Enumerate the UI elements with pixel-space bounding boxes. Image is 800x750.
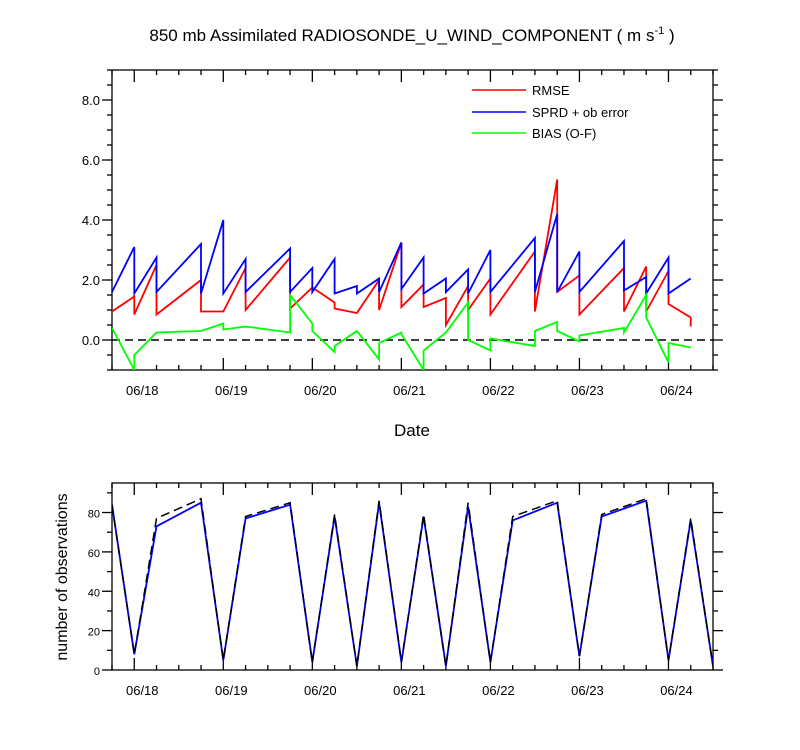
- title-main: 850 mb Assimilated RADIOSONDE_U_WIND_COM…: [149, 26, 654, 45]
- bottom-series-observations: [112, 499, 713, 667]
- title-superscript: -1: [654, 25, 664, 37]
- top-xtick-label: 06/24: [660, 383, 693, 398]
- bottom-series-total: [112, 497, 713, 667]
- bottom-ytick-label: 0: [94, 666, 100, 678]
- bottom-ytick-label: 60: [88, 548, 100, 560]
- legend-sprd-label: SPRD + ob error: [532, 105, 629, 120]
- top-xtick-label: 06/19: [215, 383, 248, 398]
- title-suffix: ): [664, 26, 674, 45]
- top-series-sprd-ob-error: [112, 213, 692, 297]
- top-chart: 06/18 06/19 06/20 06/21 06/22 06/23 06/24 0.0 2.…: [82, 69, 723, 398]
- top-xtick-label: 06/20: [304, 383, 337, 398]
- top-xtick-label: 06/18: [126, 383, 159, 398]
- top-chart-title: 850 mb Assimilated RADIOSONDE_U_WIND_COM…: [149, 25, 674, 45]
- bottom-xtick-label: 06/18: [126, 683, 159, 698]
- top-ytick-label: 0.0: [82, 333, 100, 348]
- top-xtick-label: 06/23: [571, 383, 604, 398]
- bottom-xtick-label: 06/19: [215, 683, 248, 698]
- top-xtick-label: 06/21: [393, 383, 426, 398]
- bottom-xtick-label: 06/21: [393, 683, 426, 698]
- top-xaxis-label: Date: [394, 421, 430, 440]
- top-ytick-label: 8.0: [82, 93, 100, 108]
- bottom-ytick-label: 20: [88, 627, 100, 639]
- bottom-yaxis-label: number of observations: [54, 493, 71, 660]
- bottom-xtick-label: 06/23: [571, 683, 604, 698]
- top-series-bias-o-f: [112, 291, 691, 370]
- top-ytick-label: 4.0: [82, 213, 100, 228]
- bottom-xtick-label: 06/20: [304, 683, 337, 698]
- top-xtick-label: 06/22: [482, 383, 515, 398]
- bottom-frame: [111, 482, 714, 671]
- top-ytick-label: 2.0: [82, 273, 100, 288]
- bottom-ytick-label: 40: [88, 587, 100, 599]
- legend: RMSE SPRD + ob error BIAS (O-F): [472, 83, 629, 141]
- top-ytick-label: 6.0: [82, 153, 100, 168]
- legend-bias-label: BIAS (O-F): [532, 126, 596, 141]
- bottom-xtick-label: 06/22: [482, 683, 515, 698]
- bottom-chart: 06/18 06/19 06/20 06/21 06/22 06/23 06/24 0 20 40…: [88, 482, 723, 698]
- legend-rmse-label: RMSE: [532, 83, 570, 98]
- bottom-xtick-label: 06/24: [660, 683, 693, 698]
- bottom-ytick-label: 80: [88, 509, 100, 521]
